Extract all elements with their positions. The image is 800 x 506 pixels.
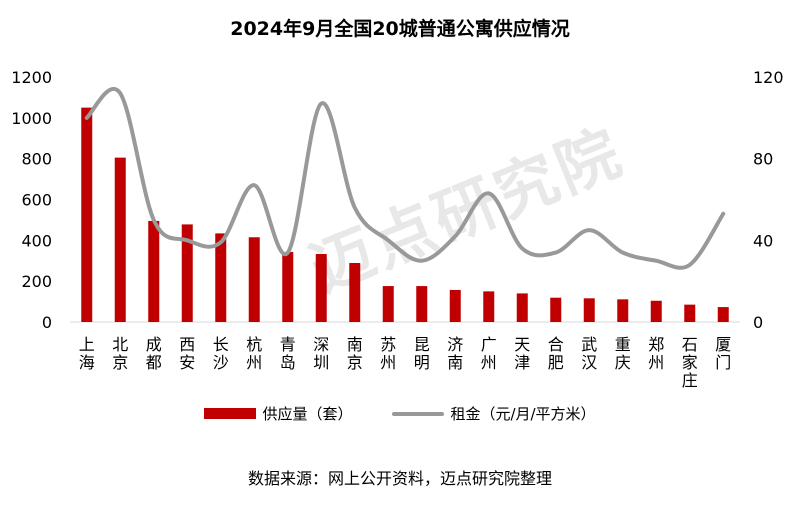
x-tick-label-3: 西 [179,335,195,354]
x-tick-label-7: 深 [313,335,329,354]
x-tick-label-2: 成 [146,335,162,354]
x-tick-label-10: 明 [414,353,430,372]
bar-15 [583,298,595,322]
x-tick-label-17: 州 [648,353,664,372]
bar-17 [650,300,662,322]
x-tick-label-12: 广 [481,335,497,354]
x-tick-label-19: 门 [715,353,731,372]
bar-9 [382,286,394,322]
x-tick-label-2: 都 [146,353,162,372]
x-tick-label-18: 石 [682,335,698,354]
x-tick-label-19: 厦 [715,335,731,354]
x-tick-label-16: 重 [615,335,631,354]
bar-16 [617,299,629,322]
left-axis-tick: 800 [21,150,52,169]
legend-swatch-bar [204,408,257,419]
legend: 供应量（套） 租金（元/月/平方米） [0,403,800,424]
x-tick-label-5: 州 [246,353,262,372]
right-axis-tick: 40 [753,231,773,250]
x-tick-label-10: 昆 [414,335,430,354]
x-tick-label-6: 青 [280,335,296,354]
x-tick-label-8: 京 [347,353,363,372]
bar-12 [483,291,495,322]
bar-14 [550,297,562,322]
legend-item-rent: 租金（元/月/平方米） [392,403,596,424]
left-axis-tick: 1200 [11,68,52,87]
x-tick-label-13: 津 [514,353,530,372]
x-tick-label-4: 长 [213,335,229,354]
bar-11 [449,289,461,322]
x-tick-label-3: 安 [179,353,195,372]
x-tick-label-8: 南 [347,335,363,354]
bar-3 [181,224,193,322]
bar-19 [717,307,729,322]
bar-6 [282,251,294,322]
x-tick-label-18: 庄 [682,371,698,390]
bar-0 [81,107,93,322]
bar-4 [215,233,227,322]
bar-13 [516,293,528,322]
x-tick-label-11: 济 [447,335,463,354]
legend-swatch-line [392,411,445,416]
bar-2 [148,220,160,322]
x-tick-label-15: 武 [581,335,597,354]
x-tick-label-9: 苏 [380,335,396,354]
bar-8 [349,262,361,322]
legend-item-supply: 供应量（套） [204,403,352,424]
x-tick-label-17: 郑 [648,335,664,354]
left-axis-tick: 0 [42,313,52,332]
x-tick-label-15: 汉 [581,353,597,372]
bar-1 [114,157,126,322]
left-axis-tick: 200 [21,272,52,291]
x-tick-label-5: 杭 [246,335,262,354]
right-axis-tick: 80 [753,150,773,169]
x-tick-label-9: 州 [380,353,396,372]
x-tick-label-0: 海 [79,353,95,372]
x-tick-label-14: 肥 [548,353,564,372]
x-tick-label-13: 天 [514,335,530,354]
x-tick-label-11: 南 [447,353,463,372]
x-tick-label-12: 州 [481,353,497,372]
x-tick-label-16: 庆 [615,353,631,372]
legend-label-rent: 租金（元/月/平方米） [450,405,596,423]
chart-title: 2024年9月全国20城普通公寓供应情况 [230,18,570,40]
left-axis-tick: 400 [21,231,52,250]
bar-18 [684,304,696,322]
left-axis-tick: 600 [21,191,52,210]
x-tick-label-4: 沙 [213,353,229,372]
x-tick-label-14: 合 [548,335,564,354]
x-tick-label-6: 岛 [280,353,296,372]
legend-label-supply: 供应量（套） [262,405,353,423]
right-axis-tick: 0 [753,313,763,332]
chart-plot: 02004006008001000120004080120上海北京成都西安长沙杭… [11,68,784,390]
x-tick-label-0: 上 [79,335,95,354]
x-tick-label-18: 家 [682,353,698,372]
bar-5 [248,237,260,322]
x-tick-label-1: 北 [112,335,128,354]
x-tick-label-7: 圳 [313,353,329,372]
rent-line [84,87,726,270]
x-tick-label-1: 京 [112,353,128,372]
source-note: 数据来源：网上公开资料，迈点研究院整理 [247,469,552,488]
bar-7 [315,254,327,322]
bar-10 [416,286,428,322]
left-axis-tick: 1000 [11,109,52,128]
right-axis-tick: 120 [753,68,784,87]
